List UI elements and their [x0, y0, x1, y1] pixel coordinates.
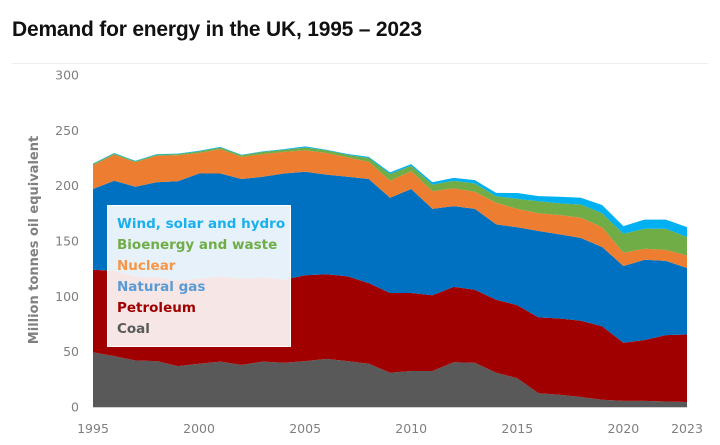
x-tick-labels: 1995 2000 2005 2010 2015 2020 2023: [77, 421, 703, 436]
title-divider: [12, 63, 708, 64]
x-tick-label: 2000: [183, 421, 215, 436]
legend-item-nuclear: Nuclear: [117, 258, 176, 274]
y-axis-label: Million tonnes oil equivalent: [27, 136, 42, 344]
y-tick-label: 200: [55, 178, 79, 193]
y-tick-label: 100: [55, 289, 79, 304]
legend-item-coal: Coal: [117, 321, 150, 337]
y-tick-label: 150: [55, 234, 79, 249]
x-tick-label: 2005: [289, 421, 321, 436]
area-coal: [93, 352, 687, 407]
legend-item-wind-solar-hydro: Wind, solar and hydro: [117, 216, 286, 232]
area-bioenergy-and-waste: [93, 147, 687, 256]
y-tick-label: 300: [55, 68, 79, 83]
area-wind-solar-and-hydro: [93, 146, 687, 237]
legend-item-natural-gas: Natural gas: [117, 279, 206, 295]
x-tick-label: 1995: [77, 421, 109, 436]
chart-title: Demand for energy in the UK, 1995 – 2023: [12, 18, 422, 41]
y-tick-labels: 0 50 100 150 200 250 300: [55, 68, 79, 415]
y-tick-label: 50: [63, 344, 79, 359]
legend: Wind, solar and hydro Bioenergy and wast…: [107, 205, 291, 347]
x-tick-label: 2010: [395, 421, 427, 436]
legend-item-bioenergy-waste: Bioenergy and waste: [117, 237, 278, 253]
legend-item-petroleum: Petroleum: [117, 300, 196, 316]
x-tick-label: 2020: [607, 421, 639, 436]
area-nuclear: [93, 149, 687, 268]
y-tick-label: 0: [71, 400, 79, 415]
x-tick-label: 2023: [671, 421, 703, 436]
x-tick-label: 2015: [501, 421, 533, 436]
y-tick-label: 250: [55, 123, 79, 138]
